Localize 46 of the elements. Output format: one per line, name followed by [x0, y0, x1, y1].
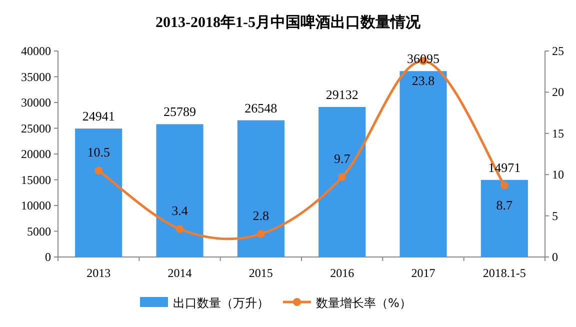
bar [75, 128, 122, 257]
y-tick-label: 30000 [21, 96, 51, 110]
data-label: 9.7 [334, 151, 351, 166]
bar [237, 120, 284, 257]
data-label: 10.5 [87, 144, 110, 160]
bar [400, 71, 447, 257]
y-tick-label: 10000 [21, 198, 51, 212]
data-label: 3.4 [172, 202, 188, 218]
data-label: 29132 [326, 86, 358, 102]
data-label: 25789 [164, 104, 196, 120]
point [176, 224, 184, 233]
data-label: 36095 [407, 51, 440, 66]
y-tick-label: 25000 [21, 121, 51, 136]
y-tick-label: 5000 [27, 224, 51, 238]
chart-title: 2013-2018年1-5月中国啤酒出口数量情况 [156, 14, 422, 31]
point [94, 166, 103, 174]
point [500, 181, 508, 190]
legend-label: 数量增长率（%） [316, 296, 412, 310]
y2-tick-label: 0 [552, 250, 558, 264]
bar [156, 124, 204, 257]
data-label: 8.7 [496, 197, 514, 212]
y-tick-label: 15000 [21, 172, 51, 187]
data-label: 24941 [82, 108, 115, 124]
point [256, 230, 265, 238]
legend-label: 出口数量（万升） [173, 296, 269, 310]
x-tick-label: 2013 [86, 266, 111, 280]
bar [480, 180, 528, 257]
x-tick-label: 2015 [248, 266, 273, 280]
y-tick-label: 40000 [21, 44, 51, 58]
y2-tick-label: 5 [552, 208, 558, 223]
bar [318, 106, 366, 257]
data-label: 2.8 [252, 208, 270, 223]
point [338, 173, 346, 182]
y2-tick-label: 20 [552, 85, 564, 100]
y-tick-label: 0 [45, 250, 51, 264]
x-tick-label: 2018.1-5 [482, 266, 526, 280]
x-tick-label: 2016 [330, 266, 354, 280]
y-tick-label: 20000 [21, 147, 51, 161]
x-tick-label: 2014 [168, 266, 192, 280]
y-tick-label: 35000 [21, 70, 51, 84]
data-label: 26548 [244, 100, 278, 116]
y2-tick-label: 10 [552, 168, 564, 182]
y2-tick-label: 25 [552, 44, 564, 58]
x-tick-label: 2017 [411, 266, 436, 280]
data-label: 23.8 [412, 72, 435, 88]
y2-tick-label: 15 [552, 126, 564, 140]
